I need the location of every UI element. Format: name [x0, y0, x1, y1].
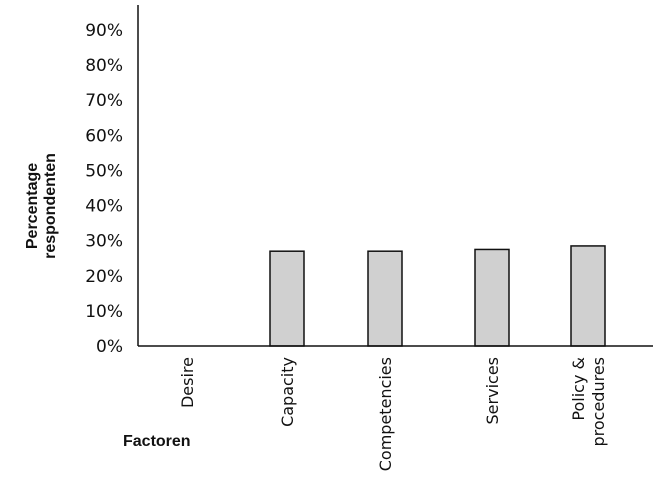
- bar: [570, 245, 606, 347]
- x-category-label-line: Competencies: [376, 357, 395, 471]
- bar: [474, 248, 510, 347]
- x-axis-title: Factoren: [123, 433, 191, 450]
- x-category-label: Policy &procedures: [569, 357, 608, 447]
- y-axis-title-line: respondenten: [42, 153, 59, 259]
- x-category-label: Desire: [178, 357, 197, 408]
- y-tick-label: 30%: [85, 232, 123, 252]
- y-tick-label: 20%: [85, 267, 123, 287]
- x-category-label: Capacity: [278, 357, 297, 427]
- x-category-label-line: Desire: [178, 357, 197, 408]
- x-category-label-line: Services: [483, 357, 502, 424]
- y-tick-label: 80%: [85, 56, 123, 76]
- bars: [269, 245, 606, 347]
- bar: [269, 250, 305, 347]
- y-tick-label: 10%: [85, 302, 123, 322]
- y-tick-label: 90%: [85, 21, 123, 41]
- y-axis-title: Percentagerespondenten: [24, 153, 59, 259]
- x-category-label-line: procedures: [589, 357, 608, 447]
- y-axis-title-line: Percentage: [24, 163, 41, 249]
- y-tick-label: 50%: [85, 161, 123, 181]
- y-tick-label: 0%: [96, 337, 123, 357]
- y-axis-ticks: 0% 10% 20% 30% 40% 50% 60% 70% 80% 90%: [85, 21, 123, 357]
- x-category-label: Services: [483, 357, 502, 424]
- y-tick-label: 40%: [85, 197, 123, 217]
- x-category-label: Competencies: [376, 357, 395, 471]
- y-tick-label: 70%: [85, 91, 123, 111]
- x-axis-category-labels: Desire Capacity Competencies Services Policy…: [178, 357, 608, 471]
- x-category-label-line: Policy &: [569, 357, 588, 421]
- x-category-label-line: Capacity: [278, 357, 297, 427]
- bar: [367, 250, 403, 347]
- y-tick-label: 60%: [85, 126, 123, 146]
